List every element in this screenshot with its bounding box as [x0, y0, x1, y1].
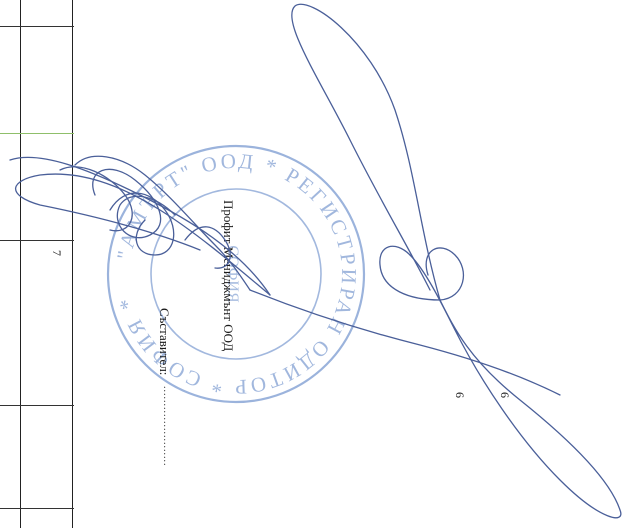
- table-row-line: [0, 405, 74, 407]
- page-number-right: 6: [498, 392, 512, 398]
- table-column-line: [72, 0, 74, 528]
- table-row-line: [0, 133, 74, 135]
- svg-text:"АМЪРТ" ООД * РЕГИСТРИРАН ОДИТ: "АМЪРТ" ООД * РЕГИСТРИРАН ОДИТОР * СОФИЯ…: [112, 149, 361, 399]
- table-row-line: [0, 26, 74, 28]
- company-stamp: "АМЪРТ" ООД * РЕГИСТРИРАН ОДИТОР * СОФИЯ…: [106, 144, 366, 404]
- table-edge: [0, 0, 74, 528]
- page-number-left: 6: [453, 392, 467, 398]
- table-row-line: [0, 240, 74, 242]
- table-column-line: [20, 0, 22, 528]
- company-name: Профит Мениджмънт ООД: [221, 200, 236, 352]
- row-number: 7: [50, 250, 64, 256]
- compiler-label: Съставител:: [157, 308, 172, 376]
- table-row-line: [0, 508, 74, 510]
- compiler-dots: .......................: [161, 386, 172, 467]
